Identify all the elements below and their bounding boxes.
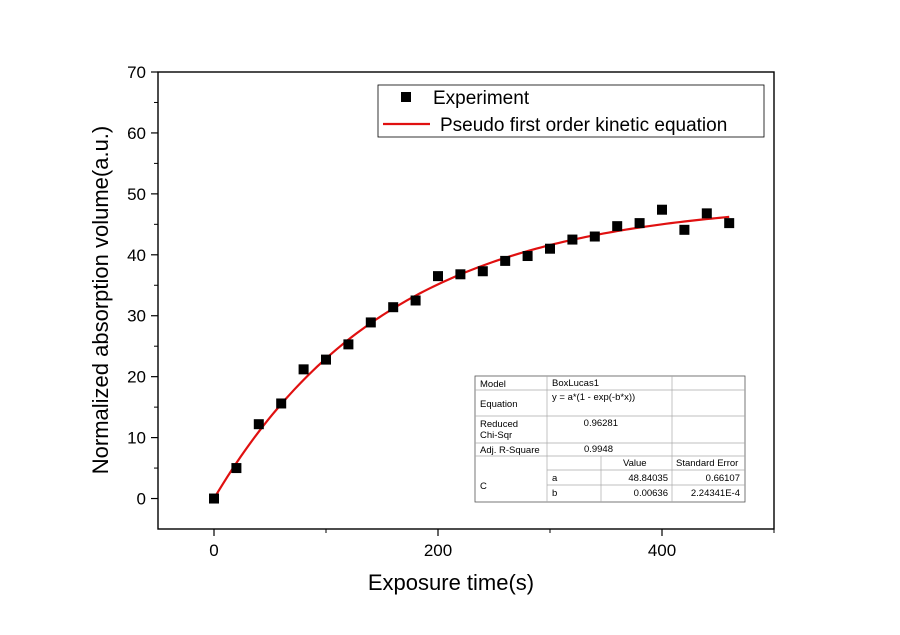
data-point — [433, 271, 443, 282]
fit-param-name-b: b — [552, 488, 557, 499]
fit-table-grid — [475, 376, 745, 502]
legend-label-fit: Pseudo first order kinetic equation — [440, 115, 727, 136]
legend: Experiment Pseudo first order kinetic eq… — [377, 84, 765, 138]
fit-row-label-chisqr-2: Chi-Sqr — [480, 430, 512, 441]
plot-frame — [157, 71, 775, 530]
data-point — [567, 234, 578, 245]
data-point — [253, 419, 264, 430]
legend-label-experiment: Experiment — [433, 88, 530, 109]
x-axis-title: Exposure time(s) — [368, 570, 534, 595]
data-point — [298, 364, 309, 375]
y-tick-label: 60 — [127, 124, 146, 143]
fit-row-label-chisqr-1: Reduced — [480, 419, 518, 430]
legend-marker-experiment — [401, 92, 411, 102]
data-point — [657, 204, 667, 215]
data-point — [321, 354, 331, 365]
data-point — [455, 269, 466, 280]
fit-row-label-r2: Adj. R-Square — [480, 445, 540, 456]
data-point — [634, 218, 645, 229]
fit-row-label-equation: Equation — [480, 399, 518, 410]
legend-box — [377, 84, 765, 138]
fit-row-value-model: BoxLucas1 — [552, 378, 599, 389]
fit-param-value-a: 48.84035 — [628, 473, 668, 484]
fit-table-frame — [474, 375, 746, 503]
fit-group-label: C — [480, 481, 487, 492]
fit-table: Model BoxLucas1 Equation y = a*(1 - exp(… — [474, 375, 746, 503]
data-point — [724, 218, 735, 229]
y-axis: 0 10 20 30 40 50 60 70 — [127, 63, 158, 509]
data-point — [388, 302, 399, 313]
y-axis-title: Normalized absorption volume(a.u.) — [88, 126, 113, 475]
data-point — [522, 251, 533, 262]
y-tick-label: 0 — [137, 490, 146, 509]
data-point — [589, 231, 600, 242]
experiment-points — [209, 204, 735, 504]
data-point — [477, 266, 488, 277]
data-point — [500, 255, 511, 266]
data-point — [231, 463, 242, 474]
fit-header-error: Standard Error — [676, 458, 738, 469]
x-tick-label: 0 — [209, 541, 218, 560]
data-point — [612, 221, 623, 232]
y-tick-label: 40 — [127, 246, 146, 265]
y-tick-label: 50 — [127, 185, 146, 204]
data-point — [701, 208, 712, 219]
y-tick-label: 30 — [127, 307, 146, 326]
fit-param-error-b: 2.24341E-4 — [691, 488, 740, 499]
fit-param-value-b: 0.00636 — [634, 488, 668, 499]
data-point — [365, 317, 376, 328]
x-tick-label: 400 — [648, 541, 676, 560]
y-tick-label: 10 — [127, 429, 146, 448]
data-point — [410, 295, 421, 306]
fit-row-value-r2: 0.9948 — [584, 444, 613, 455]
data-point — [679, 224, 690, 235]
fit-header-value: Value — [623, 458, 647, 469]
data-point — [209, 493, 219, 504]
y-tick-label: 70 — [127, 63, 146, 82]
fit-param-name-a: a — [552, 473, 558, 484]
fit-row-value-equation: y = a*(1 - exp(-b*x)) — [552, 392, 635, 403]
data-point — [343, 339, 354, 350]
data-point — [545, 243, 555, 254]
data-point — [276, 398, 287, 409]
y-tick-label: 20 — [127, 368, 146, 387]
x-tick-label: 200 — [424, 541, 452, 560]
x-axis: 0 200 400 — [209, 529, 775, 560]
fit-param-error-a: 0.66107 — [706, 473, 740, 484]
fit-row-label-model: Model — [480, 379, 506, 390]
fit-row-value-chisqr: 0.96281 — [584, 418, 618, 429]
